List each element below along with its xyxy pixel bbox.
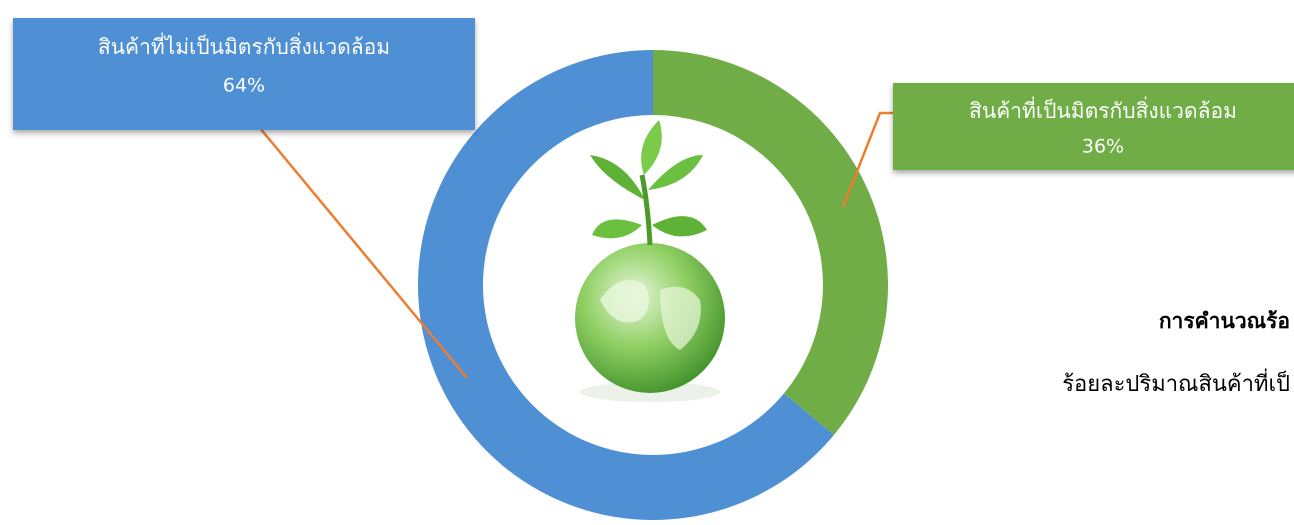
category-label: สินค้าที่ไม่เป็นมิตรกับสิ่งแวดล้อม	[98, 32, 390, 59]
leader-line	[841, 111, 893, 208]
note-heading: การคำนวณร้อ	[1159, 309, 1290, 333]
category-label: สินค้าที่เป็นมิตรกับสิ่งแวดล้อม	[969, 96, 1237, 123]
donut-segment	[653, 50, 888, 435]
label-box	[13, 18, 475, 130]
donut-segment	[417, 50, 835, 520]
value-label: 64%	[223, 75, 265, 97]
leader-line	[244, 109, 468, 379]
globe-illustration	[575, 120, 725, 402]
label-box	[893, 83, 1294, 170]
note-body: ร้อยละปริมาณสินค้าที่เป็	[1062, 368, 1290, 397]
value-label: 36%	[1082, 136, 1124, 158]
